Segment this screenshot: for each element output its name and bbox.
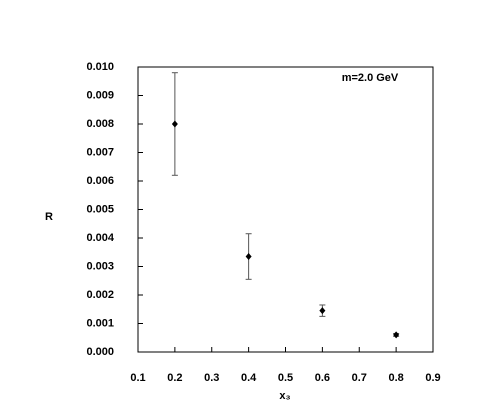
x-tick-label: 0.7 bbox=[352, 372, 367, 384]
annotation: m=2.0 GeV bbox=[342, 72, 399, 84]
x-tick-label: 0.5 bbox=[278, 372, 293, 384]
x-axis-label: x₃ bbox=[279, 390, 290, 402]
data-point bbox=[319, 307, 326, 315]
y-tick-label: 0.005 bbox=[86, 203, 114, 215]
y-tick-label: 0.001 bbox=[86, 317, 114, 329]
y-tick-label: 0.010 bbox=[86, 61, 114, 73]
data-point bbox=[393, 331, 400, 339]
data-point bbox=[245, 253, 252, 261]
y-tick-label: 0.006 bbox=[86, 175, 114, 187]
data-point bbox=[171, 120, 178, 128]
y-tick-label: 0.009 bbox=[86, 89, 114, 101]
x-tick-label: 0.1 bbox=[130, 372, 145, 384]
x-tick-label: 0.3 bbox=[204, 372, 219, 384]
x-tick-label: 0.8 bbox=[388, 372, 403, 384]
x-tick-label: 0.4 bbox=[241, 372, 257, 384]
y-axis-label: R bbox=[45, 211, 53, 223]
y-tick-label: 0.008 bbox=[86, 118, 114, 130]
y-tick-label: 0.000 bbox=[86, 346, 114, 358]
y-tick-label: 0.007 bbox=[86, 146, 114, 158]
plot-frame bbox=[137, 66, 434, 353]
x-tick-label: 0.9 bbox=[425, 372, 440, 384]
y-tick-label: 0.003 bbox=[86, 260, 114, 272]
x-tick-label: 0.2 bbox=[167, 372, 182, 384]
y-tick-label: 0.002 bbox=[86, 289, 114, 301]
y-tick-label: 0.004 bbox=[86, 232, 114, 244]
x-tick-label: 0.6 bbox=[315, 372, 330, 384]
